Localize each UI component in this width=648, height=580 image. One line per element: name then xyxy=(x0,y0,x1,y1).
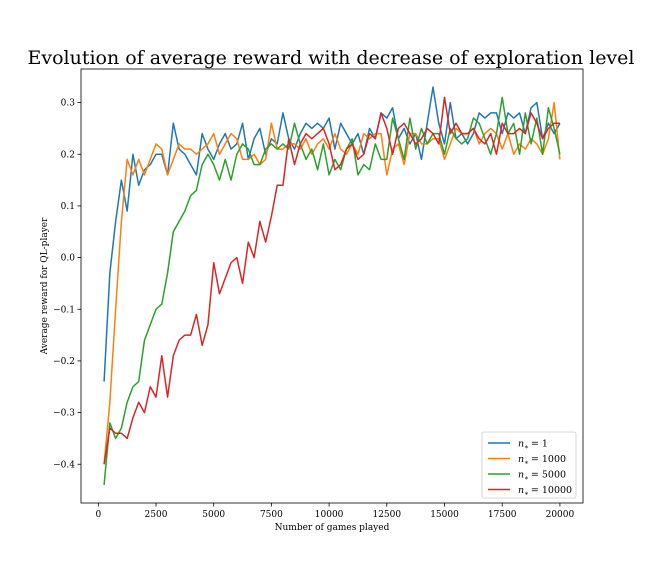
x-tick-label: 20000 xyxy=(546,510,575,520)
chart-title: Evolution of average reward with decreas… xyxy=(27,47,634,69)
x-tick-label: 7500 xyxy=(260,510,283,520)
x-tick-label: 0 xyxy=(95,510,101,520)
x-tick-label: 12500 xyxy=(372,510,401,520)
y-tick-label: −0.2 xyxy=(53,357,75,367)
legend-label-3: n∗ = 10000 xyxy=(518,485,572,498)
x-axis-title: Number of games played xyxy=(275,523,390,533)
x-tick-label: 17500 xyxy=(488,510,517,520)
plot-frame xyxy=(80,68,584,504)
legend: n∗ = 1 n∗ = 1000 n∗ = 5000 n∗ = 10000 xyxy=(481,431,577,499)
y-tick-label: −0.4 xyxy=(53,460,75,470)
legend-label-0: n∗ = 1 xyxy=(518,439,548,452)
legend-label-2: n∗ = 5000 xyxy=(518,470,566,483)
y-axis: −0.4 −0.3 −0.2 −0.1 0.0 0.1 0.2 0.3 xyxy=(53,99,81,470)
legend-box xyxy=(481,431,577,499)
x-tick-label: 2500 xyxy=(145,510,168,520)
y-tick-label: 0.3 xyxy=(61,99,76,109)
y-tick-label: 0.2 xyxy=(61,150,75,160)
series-line-3 xyxy=(103,96,560,465)
legend-label-1: n∗ = 1000 xyxy=(518,454,566,467)
series-line-2 xyxy=(103,96,561,485)
y-tick-label: −0.3 xyxy=(53,409,75,419)
x-tick-label: 5000 xyxy=(202,510,225,520)
plot-area xyxy=(103,86,561,485)
x-tick-label: 15000 xyxy=(430,510,459,520)
y-axis-title: Average reward for QL-player xyxy=(40,217,50,356)
y-tick-label: 0.1 xyxy=(61,202,75,212)
y-tick-label: −0.1 xyxy=(53,305,75,315)
series-line-0 xyxy=(103,86,561,382)
x-tick-label: 10000 xyxy=(315,510,344,520)
x-axis: 0 2500 5000 7500 10000 12500 15000 17500 20000 xyxy=(95,503,575,520)
y-tick-label: 0.0 xyxy=(61,254,76,264)
